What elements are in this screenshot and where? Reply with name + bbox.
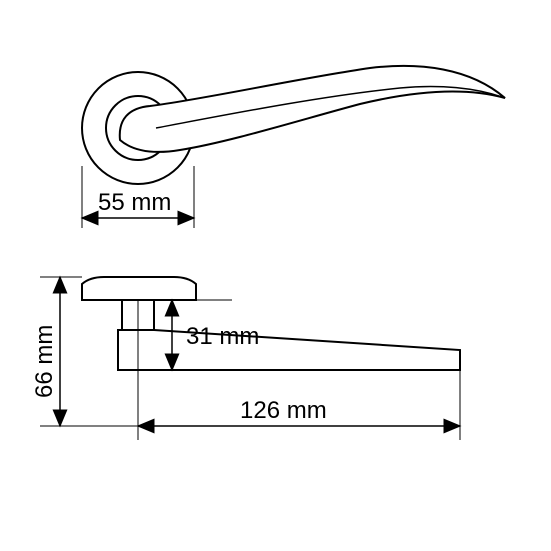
lever-blade — [120, 66, 505, 152]
dim-55mm: 55 mm — [82, 166, 194, 228]
top-view: 55 mm — [82, 66, 505, 228]
rose-side — [82, 277, 196, 300]
side-view: 31 mm 66 mm 126 mm — [31, 277, 460, 440]
dim-126mm-label: 126 mm — [240, 397, 327, 424]
dim-31mm-label: 31 mm — [186, 323, 259, 350]
dimension-drawing: 55 mm 31 mm 66 mm — [0, 0, 551, 551]
dim-66mm-label: 66 mm — [31, 325, 58, 398]
dim-55mm-label: 55 mm — [98, 189, 171, 216]
lever-side — [118, 330, 460, 370]
